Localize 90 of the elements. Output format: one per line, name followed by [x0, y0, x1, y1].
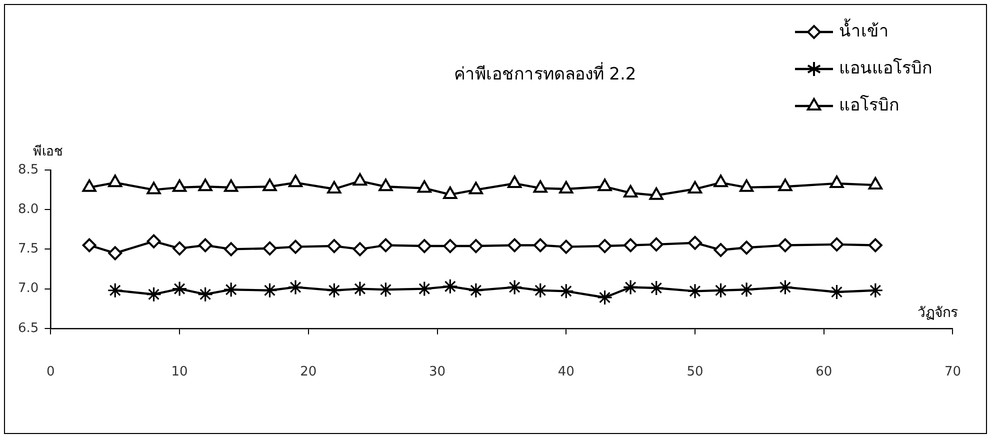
- point: [352, 173, 368, 186]
- x-axis-title: วัฏจักร: [918, 305, 959, 322]
- x-tick-label: 50: [686, 364, 704, 380]
- point: [688, 236, 702, 250]
- x-tick-label: 20: [300, 364, 317, 380]
- x-tick-label: 0: [46, 364, 55, 380]
- point: [648, 280, 664, 296]
- y-tick-label: 8.0: [18, 202, 39, 217]
- point: [830, 175, 844, 188]
- point: [327, 239, 342, 254]
- point: [868, 177, 882, 190]
- y-tick-label: 7.5: [18, 242, 39, 257]
- point: [417, 239, 432, 254]
- point: [738, 282, 754, 298]
- point: [442, 278, 458, 294]
- point: [262, 241, 277, 256]
- point: [868, 282, 884, 298]
- x-tick-label: 60: [816, 364, 832, 380]
- point: [830, 237, 844, 252]
- point: [288, 279, 304, 296]
- chart-title: ค่าพีเอชการทดลองที่ 2.2: [454, 61, 636, 84]
- point: [559, 240, 574, 254]
- x-tick-label: 40: [558, 364, 574, 380]
- point: [198, 238, 212, 252]
- point: [146, 286, 162, 302]
- point: [262, 282, 278, 298]
- point: [506, 279, 522, 296]
- point: [108, 246, 122, 260]
- point: [224, 179, 238, 192]
- point: [828, 284, 845, 300]
- point: [378, 178, 393, 192]
- point: [468, 182, 483, 194]
- point: [416, 281, 432, 297]
- y-tick-label: 8.5: [18, 162, 39, 178]
- point: [508, 175, 522, 188]
- point: [598, 239, 612, 254]
- point: [714, 174, 728, 188]
- point: [598, 178, 612, 192]
- point: [777, 279, 794, 296]
- point: [443, 239, 458, 254]
- point: [198, 286, 214, 302]
- point: [649, 187, 664, 200]
- y-axis-title: พีเอช: [33, 143, 63, 160]
- point: [778, 238, 792, 252]
- point: [172, 179, 187, 192]
- point: [146, 234, 161, 248]
- point: [624, 238, 638, 252]
- point: [223, 282, 239, 298]
- point: [688, 181, 702, 194]
- point: [262, 178, 277, 192]
- point: [378, 238, 393, 252]
- point: [327, 181, 342, 194]
- point: [198, 178, 212, 192]
- point: [740, 240, 754, 255]
- point: [288, 240, 303, 254]
- point: [868, 238, 882, 252]
- legend-label: แอโรบิก: [839, 94, 899, 116]
- x-tick-label: 70: [944, 364, 961, 380]
- point: [624, 184, 638, 198]
- point: [82, 179, 96, 192]
- point: [224, 242, 238, 256]
- point: [146, 182, 161, 194]
- point: [288, 174, 303, 188]
- x-tick-label: 10: [171, 364, 188, 380]
- point: [417, 180, 432, 193]
- x-tick-label: 30: [428, 364, 446, 380]
- point: [468, 239, 483, 254]
- point: [739, 179, 754, 192]
- point: [533, 238, 548, 252]
- point: [533, 180, 548, 193]
- point: [172, 241, 187, 256]
- point: [778, 178, 792, 192]
- legend-label: แอนแอโรบิก: [839, 57, 932, 78]
- point: [468, 282, 484, 298]
- point: [326, 282, 342, 298]
- point: [108, 174, 122, 188]
- point: [622, 279, 638, 296]
- point: [649, 237, 664, 252]
- point: [596, 290, 613, 306]
- y-tick-label: 6.5: [18, 320, 39, 336]
- point: [107, 282, 123, 298]
- point: [82, 238, 96, 252]
- point: [443, 186, 458, 200]
- point: [508, 238, 522, 252]
- point: [714, 242, 728, 257]
- legend-label: น้ำเข้า: [839, 18, 889, 42]
- point: [559, 181, 574, 194]
- y-tick-label: 7.0: [18, 281, 39, 296]
- point: [172, 281, 188, 297]
- point: [352, 242, 367, 256]
